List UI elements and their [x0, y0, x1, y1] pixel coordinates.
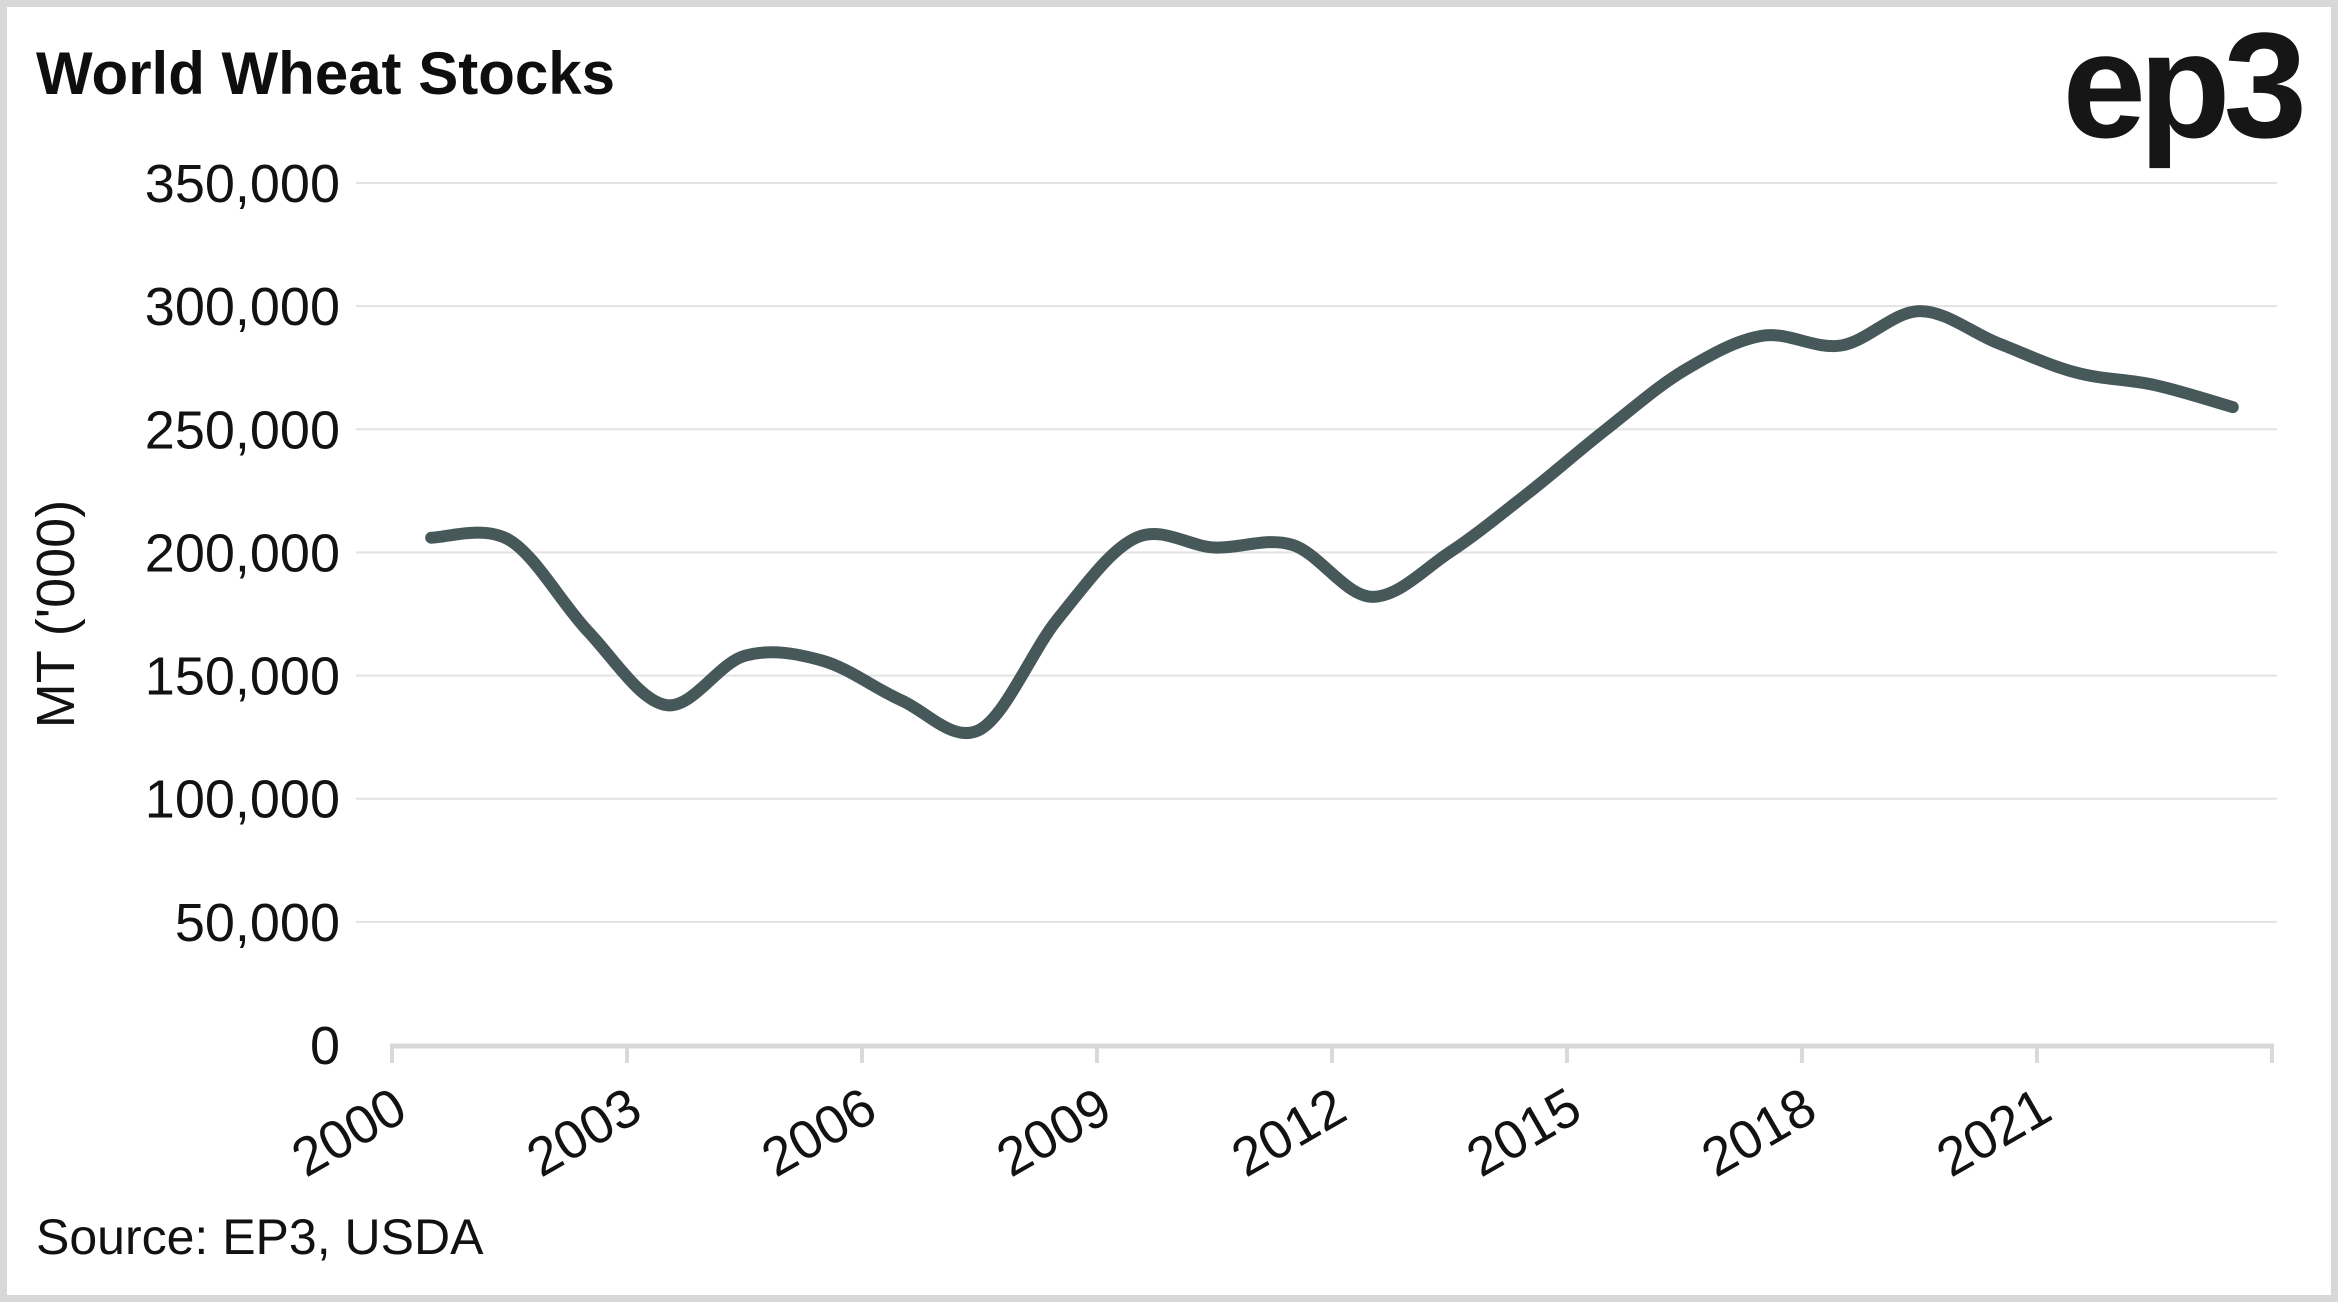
y-tick-label: 0: [310, 1016, 340, 1076]
y-tick-label: 50,000: [175, 893, 340, 953]
x-tick-label: 2006: [752, 1076, 886, 1188]
ep3-logo: ep3: [2062, 1, 2307, 169]
y-tick-label: 350,000: [145, 154, 340, 214]
y-tick-label: 250,000: [145, 400, 340, 460]
y-tick-label: 150,000: [145, 647, 340, 707]
wheat-stocks-line: [425, 305, 2239, 739]
source-note: Source: EP3, USDA: [36, 1209, 484, 1265]
x-tick-label: 2009: [987, 1076, 1121, 1188]
chart-title: World Wheat Stocks: [36, 40, 615, 107]
y-tick-label: 300,000: [145, 277, 340, 337]
x-tick-label: 2012: [1222, 1076, 1356, 1188]
x-tick-label: 2018: [1692, 1076, 1826, 1188]
y-tick-label: 200,000: [145, 523, 340, 583]
x-tick-label: 2000: [282, 1076, 416, 1188]
y-axis-title: MT ('000): [26, 500, 86, 728]
x-tick-label: 2021: [1927, 1076, 2061, 1188]
y-tick-label: 100,000: [145, 770, 340, 830]
x-tick-label: 2003: [517, 1076, 651, 1188]
x-tick-label: 2015: [1457, 1076, 1591, 1188]
